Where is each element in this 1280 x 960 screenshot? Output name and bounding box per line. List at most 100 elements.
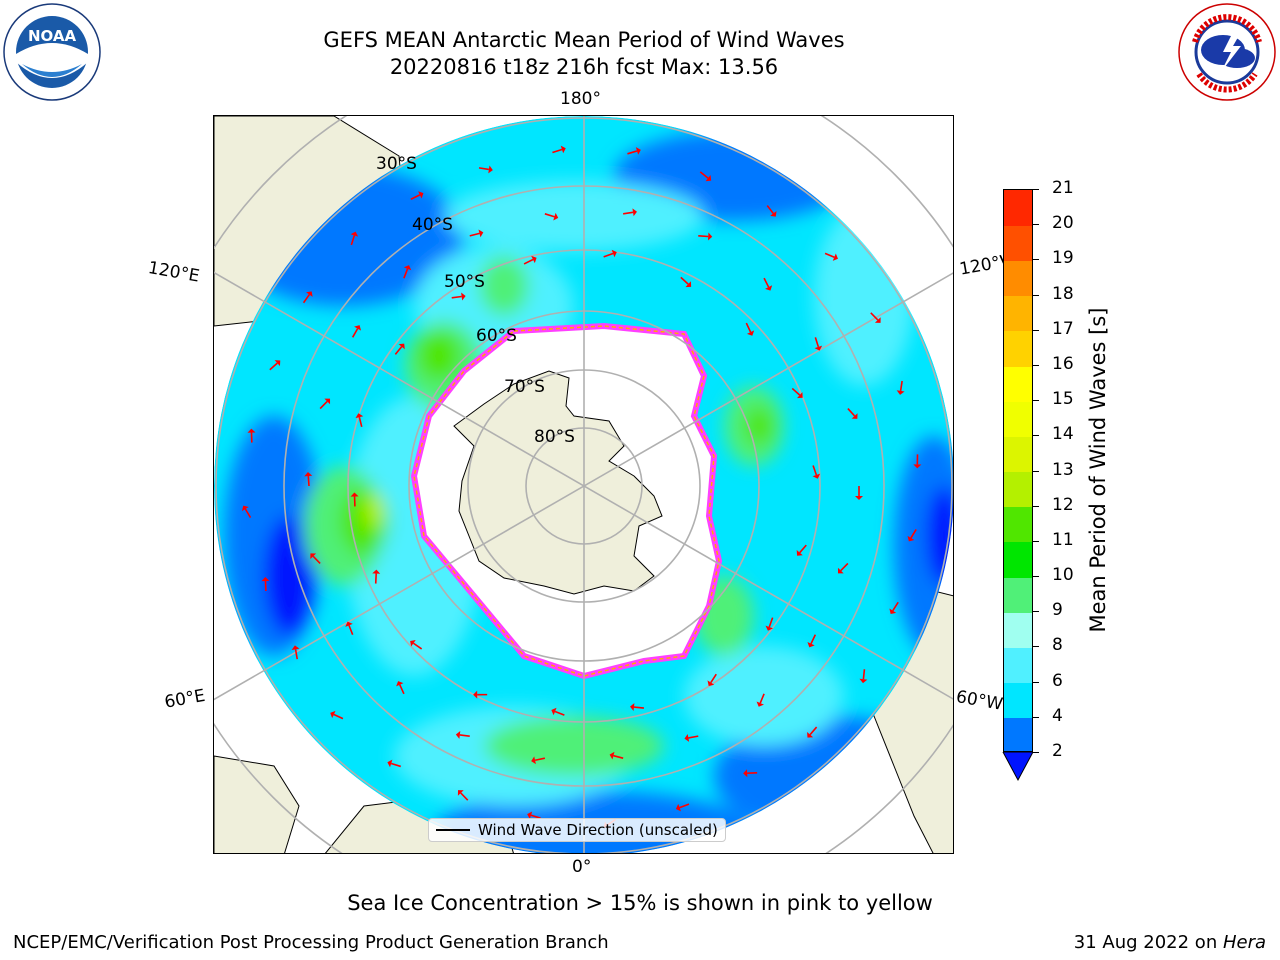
wind-wave-arrow-head bbox=[632, 208, 637, 217]
wind-wave-arrow-head bbox=[797, 392, 803, 399]
wind-wave-arrow bbox=[759, 693, 765, 704]
wind-wave-arrow bbox=[633, 706, 645, 709]
wind-wave-arrow-head bbox=[746, 330, 755, 336]
wind-wave-arrow bbox=[451, 295, 462, 299]
colorbar-segment bbox=[1004, 330, 1032, 367]
wind-wave-arrow bbox=[679, 803, 690, 809]
wind-wave-arrow bbox=[810, 634, 817, 645]
colorbar-tick-label: 13 bbox=[1052, 459, 1074, 480]
wind-wave-arrow-head bbox=[355, 413, 364, 419]
wind-wave-arrow-head bbox=[796, 550, 803, 556]
wind-wave-arrow-head bbox=[611, 249, 617, 258]
wind-wave-arrow bbox=[534, 757, 546, 762]
wind-wave-arrow-head bbox=[350, 492, 359, 497]
map-canvas: 30°S 40°S 50°S 60°S 70°S 80°S bbox=[214, 116, 953, 853]
colorbar-segment bbox=[1004, 295, 1032, 332]
wind-wave-arrow-head bbox=[330, 710, 336, 719]
wind-wave-arrow-head bbox=[855, 496, 863, 500]
footer-date: 31 Aug 2022 on bbox=[1073, 932, 1223, 953]
wind-wave-arrow-head bbox=[478, 229, 484, 238]
wind-wave-arrow-head bbox=[354, 325, 362, 331]
colorbar-segment bbox=[1004, 577, 1032, 613]
wind-wave-arrow-head bbox=[707, 680, 715, 686]
colorbar-label: Mean Period of Wind Waves [s] bbox=[1086, 307, 1110, 633]
wind-wave-arrow-head bbox=[310, 553, 317, 560]
meridian-label-120e: 120°E bbox=[146, 258, 201, 287]
wind-wave-arrow bbox=[809, 726, 818, 736]
wind-wave-arrow bbox=[460, 792, 469, 801]
wind-wave-arrow bbox=[412, 642, 423, 650]
wind-wave-arrow bbox=[698, 235, 709, 238]
wind-wave-arrow bbox=[824, 252, 835, 258]
footer-left: NCEP/EMC/Verification Post Processing Pr… bbox=[13, 932, 609, 953]
wind-wave-arrow bbox=[892, 601, 899, 612]
wind-wave-arrow bbox=[244, 508, 252, 518]
meridian-label-60w: 60°W bbox=[954, 687, 1005, 715]
colorbar-tick-mark bbox=[1033, 364, 1039, 366]
wind-wave-arrow-head bbox=[461, 292, 466, 301]
wind-wave-arrow bbox=[862, 669, 866, 680]
wind-wave-arrow-head bbox=[675, 803, 682, 812]
wind-wave-arrow-head bbox=[306, 291, 313, 297]
nws-logo bbox=[1178, 3, 1276, 101]
wind-wave-arrow-head bbox=[396, 681, 404, 687]
wind-wave-arrow bbox=[459, 734, 470, 737]
wind-wave-arrow bbox=[348, 625, 354, 635]
wind-wave-arrow bbox=[910, 529, 917, 539]
wind-wave-arrow bbox=[745, 322, 752, 333]
wind-wave-arrow-head bbox=[629, 703, 635, 712]
wind-wave-arrow bbox=[302, 294, 310, 304]
colorbar-under-triangle bbox=[1002, 752, 1034, 782]
meridian-line bbox=[214, 272, 953, 701]
wind-wave-arrow-head bbox=[527, 811, 533, 820]
wind-wave-arrow-head bbox=[488, 165, 493, 174]
wind-wave-arrow-head bbox=[241, 505, 249, 512]
colorbar-tick-label: 11 bbox=[1052, 529, 1074, 550]
wind-wave-arrow bbox=[899, 380, 903, 392]
wind-wave-arrow bbox=[544, 213, 555, 218]
wind-wave-arrow bbox=[814, 337, 820, 348]
colorbar-tick-mark bbox=[1033, 259, 1039, 261]
wind-wave-arrow bbox=[358, 416, 363, 428]
colorbar-tick-mark bbox=[1033, 224, 1039, 226]
colorbar-segment bbox=[1004, 436, 1032, 473]
wind-wave-arrow-head bbox=[837, 567, 844, 574]
colorbar-segment bbox=[1004, 506, 1032, 543]
colorbar-tick-mark bbox=[1033, 646, 1039, 648]
wind-wave-arrow-head bbox=[765, 625, 774, 631]
wind-wave-arrow-head bbox=[814, 345, 823, 351]
legend-label: Wind Wave Direction (unscaled) bbox=[478, 821, 718, 839]
wind-wave-arrow bbox=[410, 194, 421, 200]
colorbar-segment bbox=[1004, 190, 1032, 226]
wind-wave-arrow bbox=[478, 167, 490, 171]
wind-wave-arrow-head bbox=[705, 174, 712, 182]
colorbar-segment bbox=[1004, 225, 1032, 261]
latitude-label-80s: 80°S bbox=[534, 427, 575, 447]
colorbar-tick-label: 8 bbox=[1052, 635, 1063, 656]
wind-wave-arrow-head bbox=[765, 285, 773, 291]
colorbar-tick-mark bbox=[1033, 505, 1039, 507]
colorbar-segment bbox=[1004, 612, 1032, 649]
wind-wave-arrow-head bbox=[812, 473, 821, 479]
latitude-label-70s: 70°S bbox=[504, 377, 545, 397]
colorbar-segment bbox=[1004, 365, 1032, 402]
graticule bbox=[214, 116, 953, 853]
wind-wave-arrow bbox=[847, 407, 856, 417]
wind-wave-arrow bbox=[319, 400, 328, 410]
colorbar-tick-mark bbox=[1033, 470, 1039, 472]
wind-wave-arrow bbox=[613, 754, 624, 759]
wind-wave-arrow bbox=[799, 544, 807, 554]
wind-wave-arrow-head bbox=[832, 253, 838, 261]
wind-wave-arrow-head bbox=[553, 212, 559, 221]
footer-host: Hera bbox=[1222, 932, 1266, 953]
wind-wave-arrow bbox=[688, 735, 699, 739]
wind-wave-arrow bbox=[294, 649, 299, 660]
footer-right: 31 Aug 2022 on Hera bbox=[1074, 932, 1266, 953]
meridian-label-60e: 60°E bbox=[163, 685, 207, 713]
colorbar-tick-label: 20 bbox=[1052, 213, 1074, 234]
latitude-label-30s: 30°S bbox=[376, 154, 417, 174]
wind-wave-arrow-head bbox=[859, 678, 868, 684]
wind-wave-arrow bbox=[840, 562, 849, 572]
colorbar-tick-label: 16 bbox=[1052, 353, 1074, 374]
colorbar-tick-label: 12 bbox=[1052, 494, 1074, 515]
